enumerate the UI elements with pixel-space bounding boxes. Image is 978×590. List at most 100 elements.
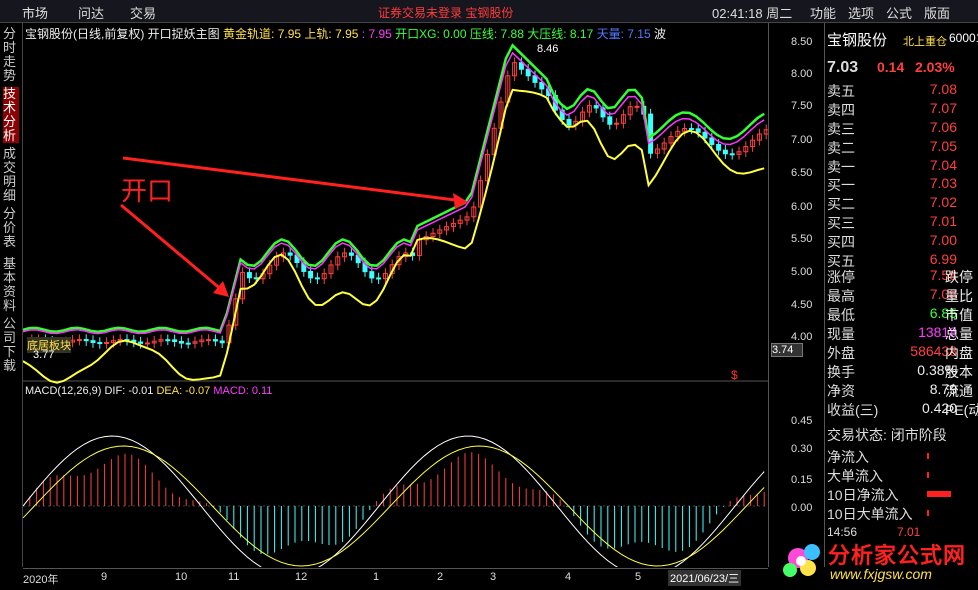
stat-row: 涨停 7.58 跌停 bbox=[827, 267, 978, 285]
stat-row-extra: 量比 bbox=[945, 288, 973, 304]
kline-candle bbox=[484, 154, 490, 182]
flow-bar bbox=[927, 491, 951, 497]
tab-fundamentals[interactable]: 基本资料 bbox=[3, 256, 17, 313]
ask-row-label: 卖四 bbox=[827, 102, 855, 118]
date-tick: 5 bbox=[635, 571, 642, 583]
tab-price-table[interactable]: 分价表 bbox=[3, 206, 17, 249]
label-blue: 天量: 7.15 bbox=[596, 27, 651, 41]
bid-row-label: 买五 bbox=[827, 253, 855, 269]
chart-area[interactable]: 宝钢股份(日线,前复权) 开口捉妖主图 黄金轨道: 7.95 上轨: 7.95 … bbox=[23, 23, 768, 567]
flow-label: 10日大单流入 bbox=[827, 506, 913, 522]
stat-row-extra: 内盘 bbox=[945, 345, 973, 361]
ask-row: 卖二 7.05 bbox=[827, 138, 978, 156]
kline-candle bbox=[165, 339, 171, 342]
stat-row: 最高 7.08 量比 bbox=[827, 286, 978, 304]
magenta-line bbox=[23, 51, 765, 335]
stat-row-value: 8.79 bbox=[929, 381, 957, 397]
date-tick: 3 bbox=[490, 571, 497, 583]
flow-row: 大单流入 bbox=[827, 466, 978, 484]
kline-candle bbox=[695, 128, 701, 133]
stat-row-extra: 跌停 bbox=[945, 269, 973, 285]
stat-row-label: 收益(三) bbox=[827, 402, 879, 418]
arrow-lower bbox=[120, 203, 224, 293]
menu-trade[interactable]: 交易 bbox=[130, 6, 157, 21]
stat-row: 收益(三) 0.420 PE(动 bbox=[827, 400, 978, 418]
macd-tick: 0.45 bbox=[791, 415, 813, 427]
kline-candle bbox=[206, 339, 212, 342]
menu-market[interactable]: 市场 bbox=[22, 6, 49, 21]
mid-value: : 7.95 bbox=[361, 27, 392, 41]
kline-candle bbox=[756, 133, 762, 141]
menu-wenda[interactable]: 问达 bbox=[78, 6, 105, 21]
kline-candle bbox=[478, 180, 484, 208]
upper-rail: 上轨: 7.95 bbox=[304, 27, 359, 41]
quote-panel: 宝钢股份 北上重仓 60001 7.03 0.14 2.03% 交易状态: 闭市… bbox=[824, 23, 978, 567]
price-tick: 8.00 bbox=[791, 68, 813, 80]
flow-bar bbox=[927, 472, 929, 478]
tab-intraday[interactable]: 分时走势 bbox=[3, 26, 17, 83]
open-xg: 开口XG: 0.00 bbox=[395, 27, 467, 41]
kline-candle bbox=[314, 277, 320, 280]
kline-candle bbox=[668, 136, 674, 144]
price-tick: 4.00 bbox=[791, 331, 813, 343]
kline-chart[interactable] bbox=[23, 23, 768, 567]
tick-time: 14:56 bbox=[827, 525, 858, 539]
arrow-upper-head-icon bbox=[453, 193, 468, 209]
pressure-line: 压线: 7.88 bbox=[469, 27, 524, 41]
kline-candle bbox=[675, 130, 681, 138]
date-tick: 9 bbox=[101, 571, 108, 583]
stat-row: 外盘 586438 内盘 bbox=[827, 343, 978, 361]
stat-row-extra: 流通 bbox=[945, 383, 973, 399]
price-pct: 2.03% bbox=[915, 59, 955, 75]
kline-candle bbox=[444, 226, 450, 231]
stat-row: 最低 6.85 市值 bbox=[827, 305, 978, 323]
kline-candle bbox=[586, 105, 592, 113]
menu-layout[interactable]: 版面 bbox=[924, 6, 951, 21]
tab-trades[interactable]: 成交明细 bbox=[3, 146, 17, 203]
flow-label: 净流入 bbox=[827, 449, 869, 465]
date-tick: 10 bbox=[175, 571, 188, 583]
kline-candle bbox=[151, 340, 157, 344]
stat-row-label: 换手 bbox=[827, 364, 855, 380]
kline-candle bbox=[722, 149, 728, 155]
kline-candle bbox=[219, 340, 225, 344]
bid-row: 买四 7.00 bbox=[827, 232, 978, 250]
macd-info-line: MACD(12,26,9) DIF: -0.01 DEA: -0.07 MACD… bbox=[25, 385, 272, 397]
kline-candle bbox=[90, 340, 96, 344]
price-tick: 7.00 bbox=[791, 134, 813, 146]
stat-row-value: 0.420 bbox=[921, 400, 957, 416]
stat-row-extra: 市值 bbox=[945, 307, 973, 323]
dea-line bbox=[23, 445, 765, 567]
kline-candle bbox=[750, 139, 756, 148]
tab-technical[interactable]: 技术分析 bbox=[3, 87, 19, 143]
kline-candle bbox=[104, 342, 110, 345]
kline-candle bbox=[532, 75, 538, 83]
kline-candle bbox=[199, 339, 205, 343]
bid-row-value: 7.00 bbox=[929, 232, 957, 248]
stat-row-value: 7.58 bbox=[929, 267, 957, 283]
stat-row: 现量 13818 总量 bbox=[827, 324, 978, 342]
kline-candle bbox=[709, 137, 715, 145]
kline-candle bbox=[437, 229, 443, 234]
menu-formula[interactable]: 公式 bbox=[886, 6, 913, 21]
kline-candle bbox=[369, 271, 375, 279]
ask-row-label: 卖五 bbox=[827, 83, 855, 99]
ask-row: 卖三 7.06 bbox=[827, 119, 978, 137]
flow-row: 净流入 bbox=[827, 447, 978, 465]
tab-company-download[interactable]: 公司下载 bbox=[3, 316, 17, 373]
price-tick: 4.50 bbox=[791, 299, 813, 311]
kline-candle bbox=[525, 68, 531, 77]
login-status: 证券交易未登录 宝钢股份 bbox=[378, 6, 514, 20]
menu-options[interactable]: 选项 bbox=[848, 6, 875, 21]
kline-candle bbox=[253, 277, 259, 280]
trade-status: 交易状态: 闭市阶段 bbox=[827, 427, 947, 443]
menu-function[interactable]: 功能 bbox=[810, 6, 837, 21]
stat-row-label: 最高 bbox=[827, 288, 855, 304]
kline-candle bbox=[267, 264, 273, 275]
date-axis: 2020年 9 10 11 12 1 2 3 4 5 2021/06/23/三 bbox=[23, 568, 768, 589]
kline-candle bbox=[185, 342, 191, 345]
kline-candle bbox=[308, 270, 314, 279]
stat-row-value: 586438 bbox=[910, 343, 957, 359]
stock-title: 宝钢股份(日线,前复权) bbox=[25, 27, 145, 41]
kline-candle bbox=[743, 146, 749, 153]
